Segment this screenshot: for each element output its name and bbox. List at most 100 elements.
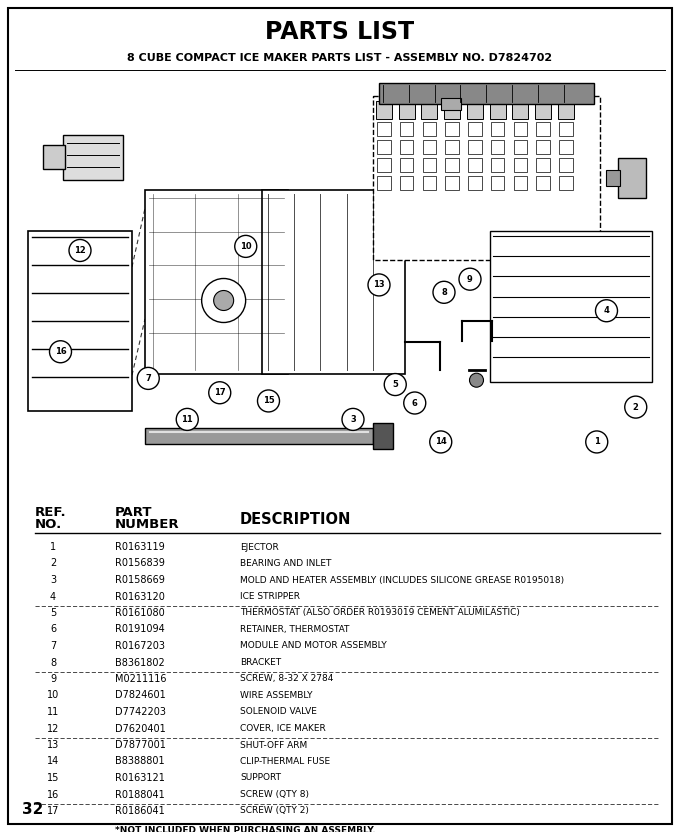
Text: 15: 15 (262, 397, 274, 405)
Bar (262, 190, 405, 374)
Text: 3: 3 (50, 575, 56, 585)
Text: 8 CUBE COMPACT ICE MAKER PARTS LIST - ASSEMBLY NO. D7824702: 8 CUBE COMPACT ICE MAKER PARTS LIST - AS… (127, 53, 553, 63)
Text: 10: 10 (47, 691, 59, 701)
Bar (373, 423, 392, 448)
Bar (441, 97, 460, 110)
Text: 9: 9 (50, 674, 56, 684)
Text: 13: 13 (373, 280, 385, 290)
Circle shape (235, 235, 257, 257)
Bar (422, 101, 437, 118)
Bar (422, 121, 436, 136)
Text: WIRE ASSEMBLY: WIRE ASSEMBLY (240, 691, 313, 700)
Bar (145, 428, 373, 443)
Text: M0211116: M0211116 (115, 674, 167, 684)
Bar (377, 121, 391, 136)
Bar (63, 135, 123, 180)
Circle shape (625, 396, 647, 418)
Circle shape (404, 392, 426, 414)
Text: SCREW (QTY 8): SCREW (QTY 8) (240, 790, 309, 799)
Bar (445, 176, 459, 190)
Bar (491, 157, 505, 171)
Text: 12: 12 (74, 246, 86, 255)
Text: 11: 11 (182, 415, 193, 423)
Text: 8: 8 (50, 657, 56, 667)
Bar (559, 140, 573, 153)
Text: 11: 11 (47, 707, 59, 717)
Bar (537, 157, 550, 171)
Bar (422, 176, 436, 190)
Bar (377, 157, 391, 171)
Text: 2: 2 (50, 558, 56, 568)
Circle shape (202, 279, 245, 323)
Circle shape (69, 240, 91, 261)
Bar (445, 140, 459, 153)
Text: 10: 10 (240, 242, 252, 251)
Text: SOLENOID VALVE: SOLENOID VALVE (240, 707, 317, 716)
Text: SHUT-OFF ARM: SHUT-OFF ARM (240, 740, 307, 750)
Circle shape (368, 274, 390, 296)
Text: R0163119: R0163119 (115, 542, 165, 552)
Text: 17: 17 (47, 806, 59, 816)
Circle shape (137, 368, 159, 389)
Bar (513, 176, 527, 190)
Text: 9: 9 (467, 275, 473, 284)
Text: 4: 4 (50, 592, 56, 602)
Bar (422, 157, 436, 171)
Text: R0158669: R0158669 (115, 575, 165, 585)
Text: PARTS LIST: PARTS LIST (265, 20, 415, 44)
Bar (537, 140, 550, 153)
Bar (605, 170, 619, 186)
Bar (467, 101, 483, 118)
Text: MODULE AND MOTOR ASSEMBLY: MODULE AND MOTOR ASSEMBLY (240, 641, 387, 651)
Bar (445, 157, 459, 171)
Text: R0161080: R0161080 (115, 608, 165, 618)
Text: 4: 4 (604, 306, 609, 315)
Circle shape (585, 431, 608, 453)
Bar (400, 140, 413, 153)
Circle shape (214, 290, 234, 310)
Text: R0163120: R0163120 (115, 592, 165, 602)
Circle shape (258, 390, 279, 412)
Bar (468, 140, 481, 153)
Bar (559, 157, 573, 171)
Text: REF.: REF. (35, 507, 67, 519)
Text: COVER, ICE MAKER: COVER, ICE MAKER (240, 724, 326, 733)
Text: ICE STRIPPER: ICE STRIPPER (240, 592, 300, 601)
Text: D7620401: D7620401 (115, 724, 166, 734)
Text: D7824601: D7824601 (115, 691, 166, 701)
Text: PART: PART (115, 507, 152, 519)
Bar (513, 121, 527, 136)
Text: 7: 7 (146, 374, 151, 383)
Text: 1: 1 (594, 438, 600, 447)
Text: R0156839: R0156839 (115, 558, 165, 568)
Text: 5: 5 (392, 380, 398, 389)
Bar (373, 96, 600, 260)
Text: *NOT INCLUDED WHEN PURCHASING AN ASSEMBLY.: *NOT INCLUDED WHEN PURCHASING AN ASSEMBL… (115, 826, 375, 832)
Bar (376, 101, 392, 118)
Circle shape (209, 382, 231, 404)
Text: 14: 14 (47, 756, 59, 766)
Text: 5: 5 (50, 608, 56, 618)
Text: B8361802: B8361802 (115, 657, 165, 667)
Bar (43, 145, 65, 169)
Text: 1: 1 (50, 542, 56, 552)
Text: R0191094: R0191094 (115, 625, 165, 635)
Bar (400, 157, 413, 171)
Bar (513, 101, 528, 118)
Text: D7877001: D7877001 (115, 740, 166, 750)
Bar (28, 230, 132, 411)
Bar (558, 101, 574, 118)
Bar (145, 190, 288, 374)
Circle shape (384, 374, 406, 395)
Text: 32: 32 (22, 803, 44, 818)
Bar (422, 140, 436, 153)
Text: 6: 6 (412, 399, 418, 408)
Text: R0188041: R0188041 (115, 790, 165, 800)
Text: R0186041: R0186041 (115, 806, 165, 816)
Circle shape (433, 281, 455, 304)
Text: SUPPORT: SUPPORT (240, 774, 281, 783)
Bar (377, 176, 391, 190)
Bar (491, 176, 505, 190)
Bar (490, 101, 506, 118)
Text: 13: 13 (47, 740, 59, 750)
